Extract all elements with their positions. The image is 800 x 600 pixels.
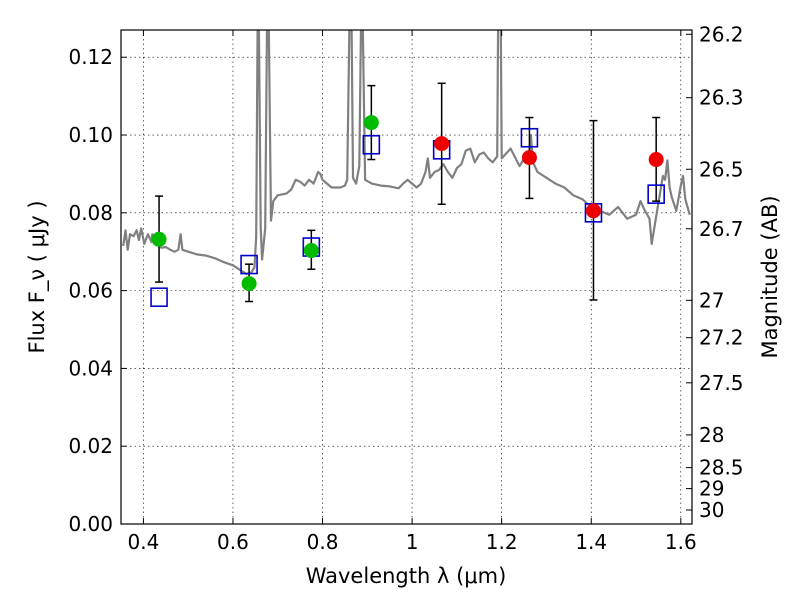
y-tick-label: 0.08 — [68, 201, 113, 225]
model-spectrum-line — [122, 30, 691, 275]
observed-flux-point — [303, 243, 319, 259]
y-tick-label: 0.02 — [68, 434, 113, 458]
y2-tick-label: 26.7 — [699, 217, 744, 241]
y2-tick-label: 27.2 — [699, 326, 744, 350]
x-tick-label: 0.8 — [307, 530, 339, 554]
y2-tick-label: 29 — [699, 477, 724, 501]
y-tick-label: 0.12 — [68, 45, 113, 69]
observed-flux-point — [521, 150, 537, 166]
y-tick-label: 0.06 — [68, 279, 113, 303]
x-tick-label: 1 — [406, 530, 419, 554]
plot-frame — [120, 29, 693, 525]
y2-tick-label: 26.3 — [699, 86, 744, 110]
model-photometry-square — [240, 254, 258, 275]
y2-tick-label: 26.2 — [699, 22, 744, 46]
x-tick-label: 0.6 — [217, 530, 249, 554]
observed-flux-point — [151, 231, 167, 247]
y2-axis-label: Magnitude (AB) — [758, 195, 782, 358]
observed-flux-point — [434, 136, 450, 152]
axis-ticks: 0.4 0.6 0.8 1 1.2 1.4 1.6 0.00 0.02 0.04 0.06 0.08 0… — [68, 22, 743, 554]
observed-flux-point — [241, 276, 257, 292]
y2-tick-label: 28 — [699, 423, 724, 447]
y-tick-label: 0.10 — [68, 123, 113, 147]
observed-flux-point — [648, 152, 664, 168]
x-tick-label: 1.2 — [486, 530, 518, 554]
y2-tick-label: 27 — [699, 288, 724, 312]
observed-flux-point — [363, 115, 379, 131]
y-tick-label: 0.00 — [68, 512, 113, 536]
model-photometry-square — [362, 134, 381, 155]
x-axis-label: Wavelength λ (μm) — [306, 564, 507, 588]
y-axis-label: Flux F_ν ( μJy ) — [25, 200, 50, 353]
observed-flux-point — [585, 203, 601, 219]
y2-tick-label: 27.5 — [699, 371, 744, 395]
y2-tick-label: 28.5 — [699, 456, 744, 480]
y2-tick-label: 30 — [699, 498, 724, 522]
y-tick-label: 0.04 — [68, 356, 113, 380]
x-tick-label: 1.4 — [575, 530, 607, 554]
grid-lines — [121, 30, 692, 525]
plot-area — [122, 30, 691, 308]
model-photometry-square — [647, 184, 665, 204]
x-tick-label: 0.4 — [127, 530, 159, 554]
model-photometry-square — [520, 127, 539, 148]
y2-tick-label: 26.5 — [699, 157, 744, 181]
x-tick-label: 1.6 — [665, 530, 697, 554]
model-photometry-square — [150, 287, 168, 308]
